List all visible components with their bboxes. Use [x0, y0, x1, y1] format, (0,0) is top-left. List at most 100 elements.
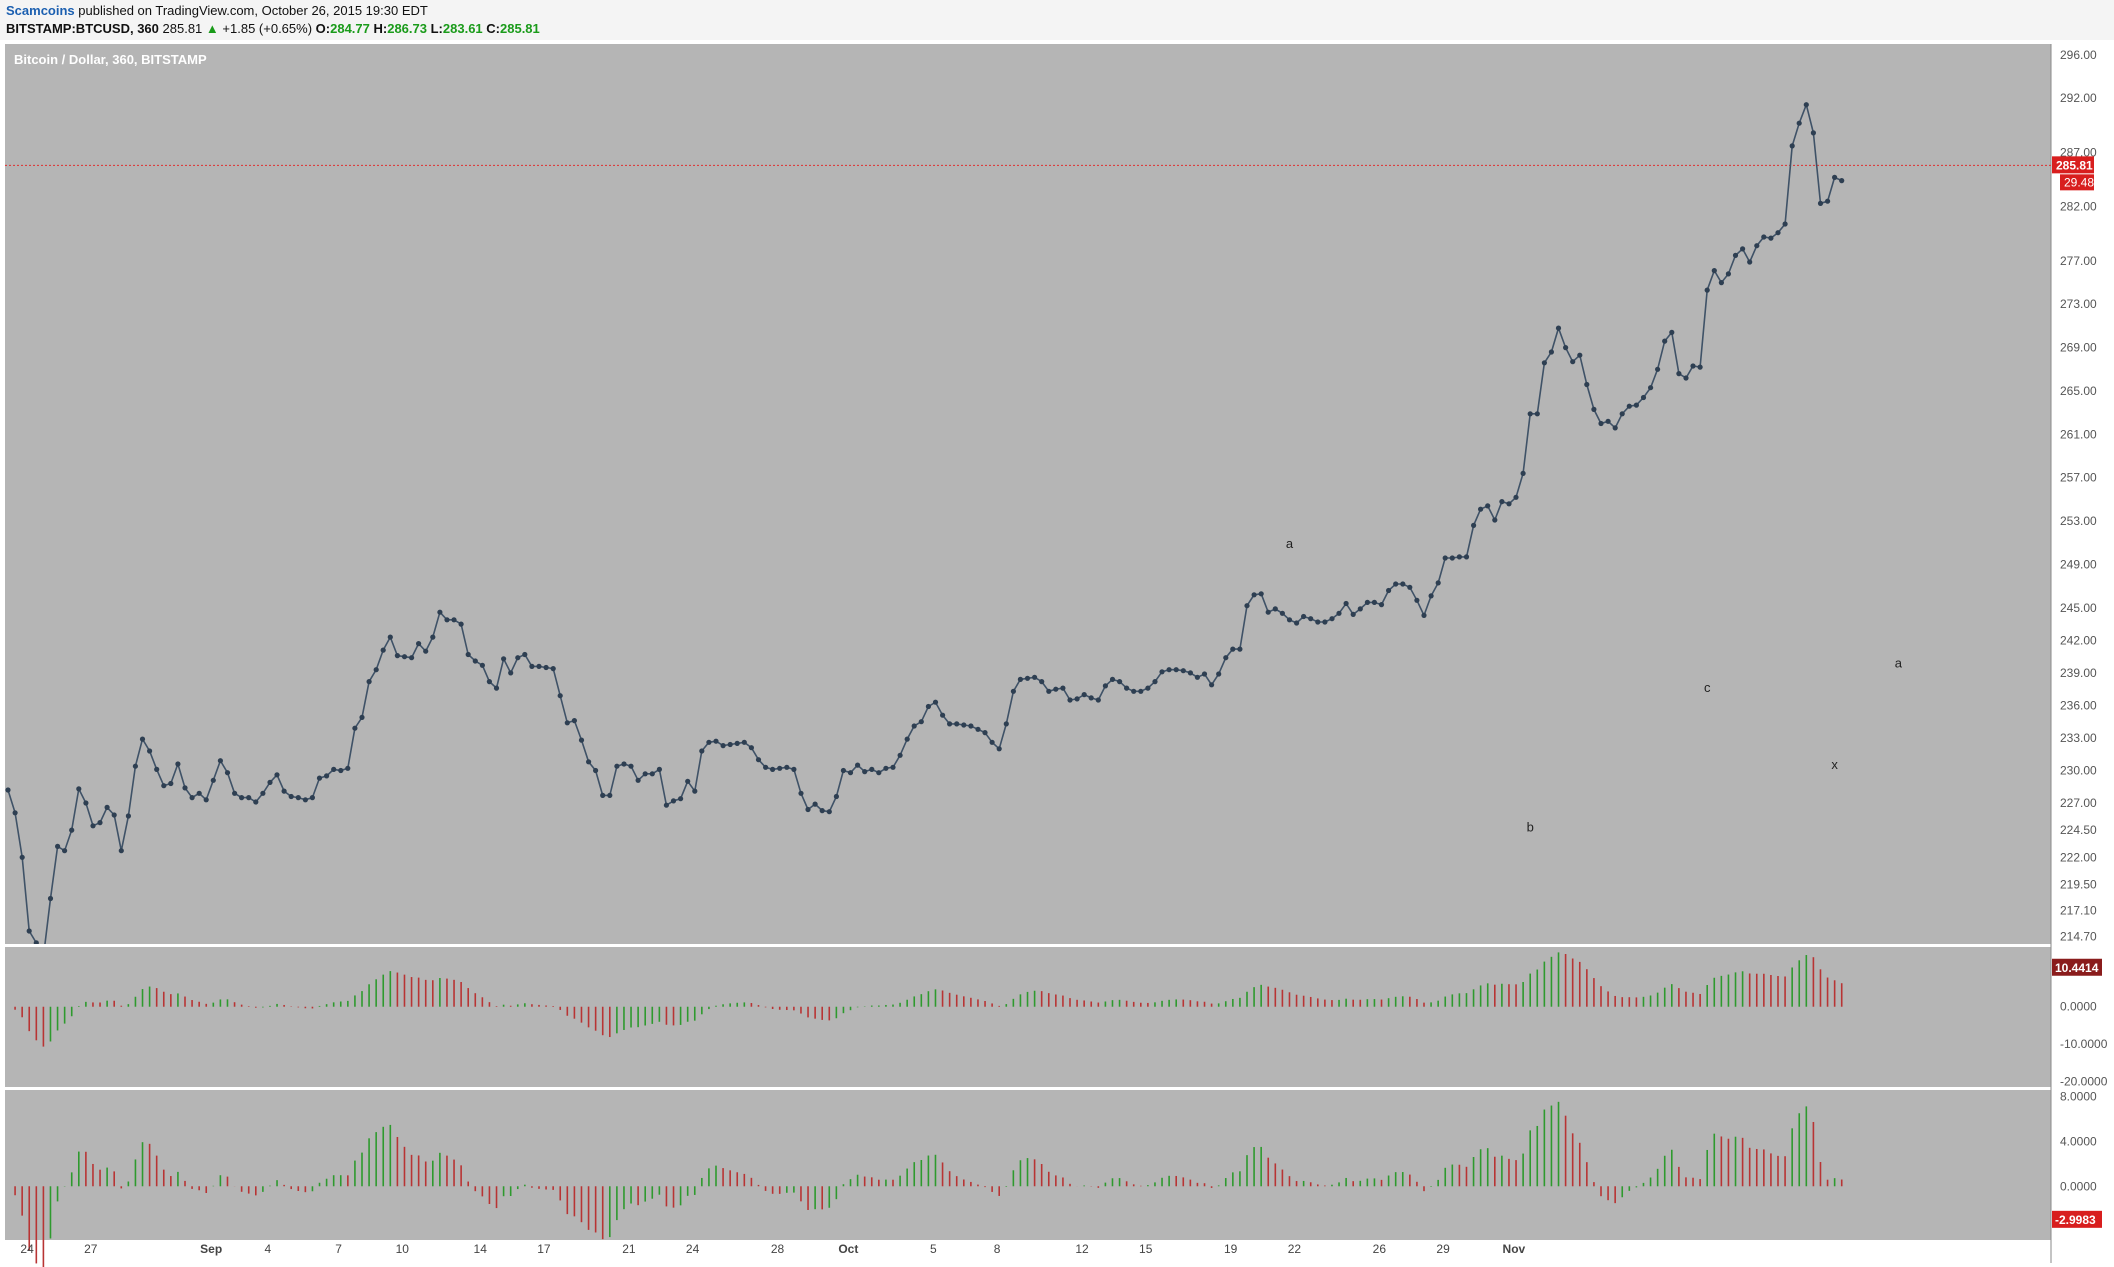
time-axis-tick: 26 [1373, 1242, 1387, 1256]
price-point [1782, 221, 1788, 227]
price-point [83, 800, 89, 806]
price-point [748, 745, 755, 751]
price-point [1244, 603, 1250, 609]
lower-last-tag-text: -2.9983 [2055, 1213, 2096, 1227]
open-value: 284.77 [330, 21, 370, 36]
price-axis-tick: 282.00 [2060, 200, 2097, 214]
price-point [819, 808, 825, 814]
price-point [855, 762, 861, 768]
price-point [954, 721, 960, 727]
price-axis-tick: 222.00 [2060, 850, 2097, 864]
price-series-group [5, 102, 1845, 944]
price-point [1201, 671, 1208, 677]
price-axis-tick: 224.50 [2060, 823, 2097, 837]
price-point [982, 730, 988, 736]
price-point [635, 777, 641, 783]
price-point [1294, 620, 1300, 626]
price-point [1145, 685, 1151, 691]
price-point [1555, 325, 1562, 331]
price-point [1612, 425, 1618, 431]
price-point [1485, 503, 1491, 509]
price-point [1690, 363, 1696, 369]
price-point [217, 758, 223, 764]
price-point [1364, 599, 1370, 606]
price-axis-tick: 239.00 [2060, 666, 2097, 680]
price-point [734, 740, 740, 747]
price-point [132, 763, 138, 769]
price-point [1336, 610, 1342, 616]
price-point [1449, 555, 1455, 561]
price-point [564, 720, 570, 726]
time-axis-tick: 14 [474, 1242, 488, 1256]
publish-info: Scamcoins published on TradingView.com, … [6, 3, 428, 18]
price-point [33, 940, 39, 944]
price-point [1407, 584, 1413, 590]
price-point [1258, 591, 1264, 597]
price-axis-tick: 214.70 [2060, 929, 2097, 943]
price-point [451, 617, 457, 623]
price-point [593, 767, 599, 774]
price-point [784, 764, 790, 770]
upper-last-tag [2052, 958, 2102, 976]
price-point [1378, 602, 1385, 608]
price-axis-tick: 249.00 [2060, 557, 2097, 571]
price-point [663, 802, 670, 808]
price-point [1371, 599, 1377, 606]
price-point [529, 663, 535, 670]
price-point [1492, 517, 1498, 523]
time-axis-tick: Nov [1503, 1242, 1526, 1256]
price-point [1180, 668, 1186, 674]
price-point [791, 766, 797, 773]
price-point [118, 848, 124, 854]
price-axis-tick: 292.00 [2060, 91, 2097, 105]
price-point [706, 739, 712, 745]
upper-indicator-pane[interactable] [5, 947, 2051, 1087]
price-point [1463, 554, 1470, 560]
price-point [1216, 671, 1222, 677]
countdown-tag-text: 29.48 [2064, 175, 2094, 189]
price-point [1655, 366, 1661, 372]
price-point [1789, 143, 1795, 149]
price-axis-tick: 217.10 [2060, 903, 2097, 917]
author-link[interactable]: Scamcoins [6, 3, 75, 18]
price-point [1825, 198, 1831, 204]
price-axis-tick: 230.00 [2060, 764, 2097, 778]
price-point [1442, 555, 1448, 561]
wave-label: a [1895, 655, 1903, 670]
price-point [1605, 418, 1611, 424]
time-axis-tick: 7 [335, 1242, 342, 1256]
time-axis-tick: 10 [396, 1242, 410, 1256]
price-point [253, 799, 259, 805]
time-axis-tick: 29 [1436, 1242, 1450, 1256]
price-point [536, 663, 542, 670]
price-point [1209, 682, 1215, 688]
countdown-tag [2060, 174, 2094, 191]
price-axis-tick: 257.00 [2060, 471, 2097, 485]
price-point [649, 771, 655, 777]
price-point [1081, 692, 1087, 698]
price-point [1683, 375, 1689, 381]
price-point [1718, 280, 1724, 286]
price-point [288, 793, 294, 800]
price-point [862, 769, 868, 775]
price-point [890, 764, 896, 770]
price-point [1541, 360, 1547, 366]
price-point [437, 609, 443, 615]
main-pane[interactable] [5, 44, 2051, 944]
price-point [239, 795, 245, 801]
price-axis-tick: 219.50 [2060, 877, 2097, 891]
price-point [727, 741, 733, 748]
price-point [295, 795, 301, 801]
chart-title: Bitcoin / Dollar, 360, BITSTAMP [14, 52, 207, 67]
price-point [1478, 506, 1484, 512]
price-point [1832, 174, 1838, 180]
price-point [5, 787, 11, 793]
price-point [1740, 246, 1746, 252]
price-point [444, 617, 450, 623]
price-point [154, 766, 160, 773]
price-point [1584, 381, 1590, 388]
price-point [1768, 235, 1774, 241]
price-point [359, 714, 365, 721]
price-point [309, 795, 315, 801]
